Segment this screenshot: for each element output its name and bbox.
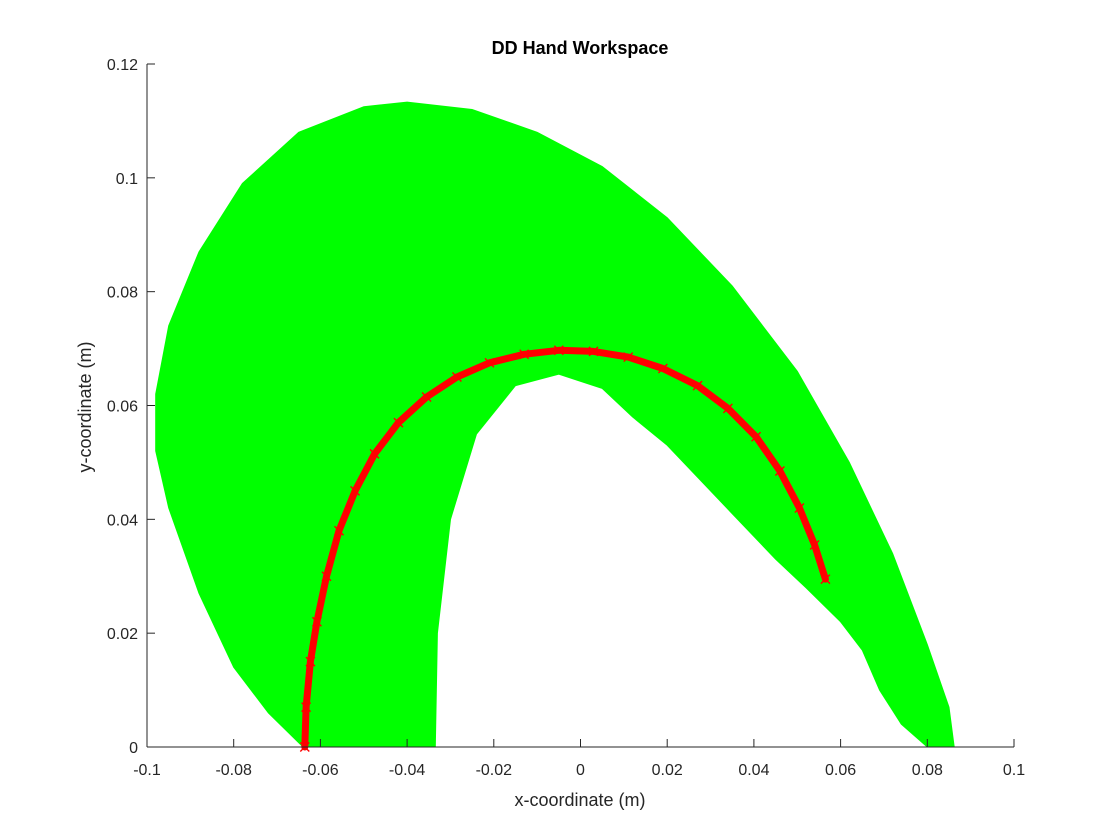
- chart-title: DD Hand Workspace: [492, 38, 669, 58]
- y-tick-label-3: 0.06: [107, 399, 138, 416]
- trajectory-point-12: [519, 349, 530, 360]
- plot-area: [155, 101, 955, 752]
- x-tick-label-6: 0.02: [652, 762, 683, 779]
- y-tick-label-1: 0.02: [107, 626, 138, 643]
- y-tick-label-6: 0.12: [107, 57, 138, 74]
- x-axis-ticks: -0.1 -0.08 -0.06 -0.04 -0.02 0 0.02 0.04 0.06 0.0…: [133, 739, 1025, 779]
- x-tick-label-9: 0.08: [912, 762, 943, 779]
- y-axis-label: y-coordinate (m): [75, 341, 95, 472]
- workspace-region: [155, 101, 955, 748]
- y-tick-label-0: 0: [129, 740, 138, 757]
- trajectory-point-15: [623, 352, 634, 363]
- trajectory-point-7: [369, 448, 380, 459]
- x-tick-label-8: 0.06: [825, 762, 856, 779]
- x-tick-label-2: -0.06: [302, 762, 339, 779]
- x-tick-label-3: -0.04: [389, 762, 426, 779]
- y-tick-label-4: 0.08: [107, 285, 138, 302]
- trajectory-point-1: [301, 702, 312, 713]
- trajectory-point-17: [692, 380, 703, 391]
- x-tick-label-0: -0.1: [133, 762, 161, 779]
- trajectory-line: [301, 346, 829, 751]
- trajectory-point-13: [553, 345, 564, 356]
- x-tick-label-5: 0: [576, 762, 585, 779]
- y-tick-label-5: 0.1: [116, 171, 138, 188]
- trajectory-point-2: [305, 656, 316, 667]
- y-axis-ticks: 0 0.02 0.04 0.06 0.08 0.1 0.12: [107, 57, 155, 757]
- trajectory-point-20: [774, 465, 785, 476]
- trajectory-point-14: [588, 346, 599, 357]
- workspace-layer: [155, 101, 955, 748]
- trajectory-point-4: [321, 571, 332, 582]
- x-tick-label-1: -0.08: [215, 762, 252, 779]
- trajectory-point-11: [484, 357, 495, 368]
- trajectory-point-6: [350, 485, 361, 496]
- x-tick-label-7: 0.04: [738, 762, 769, 779]
- x-axis-label: x-coordinate (m): [514, 790, 645, 810]
- trajectory-point-10: [451, 372, 462, 383]
- trajectory-point-23: [820, 574, 831, 585]
- trajectory-point-19: [751, 431, 762, 442]
- trajectory-point-16: [657, 363, 668, 374]
- trajectory-point-5: [334, 525, 345, 536]
- x-tick-label-10: 0.1: [1003, 762, 1025, 779]
- trajectory-point-3: [311, 616, 322, 627]
- trajectory-point-18: [722, 403, 733, 414]
- trajectory-point-22: [809, 539, 820, 550]
- x-tick-label-4: -0.02: [476, 762, 513, 779]
- trajectory-layer: [299, 345, 831, 752]
- trajectory-point-8: [393, 417, 404, 428]
- y-tick-label-2: 0.04: [107, 512, 138, 529]
- trajectory-point-21: [794, 502, 805, 513]
- trajectory-point-9: [421, 391, 432, 402]
